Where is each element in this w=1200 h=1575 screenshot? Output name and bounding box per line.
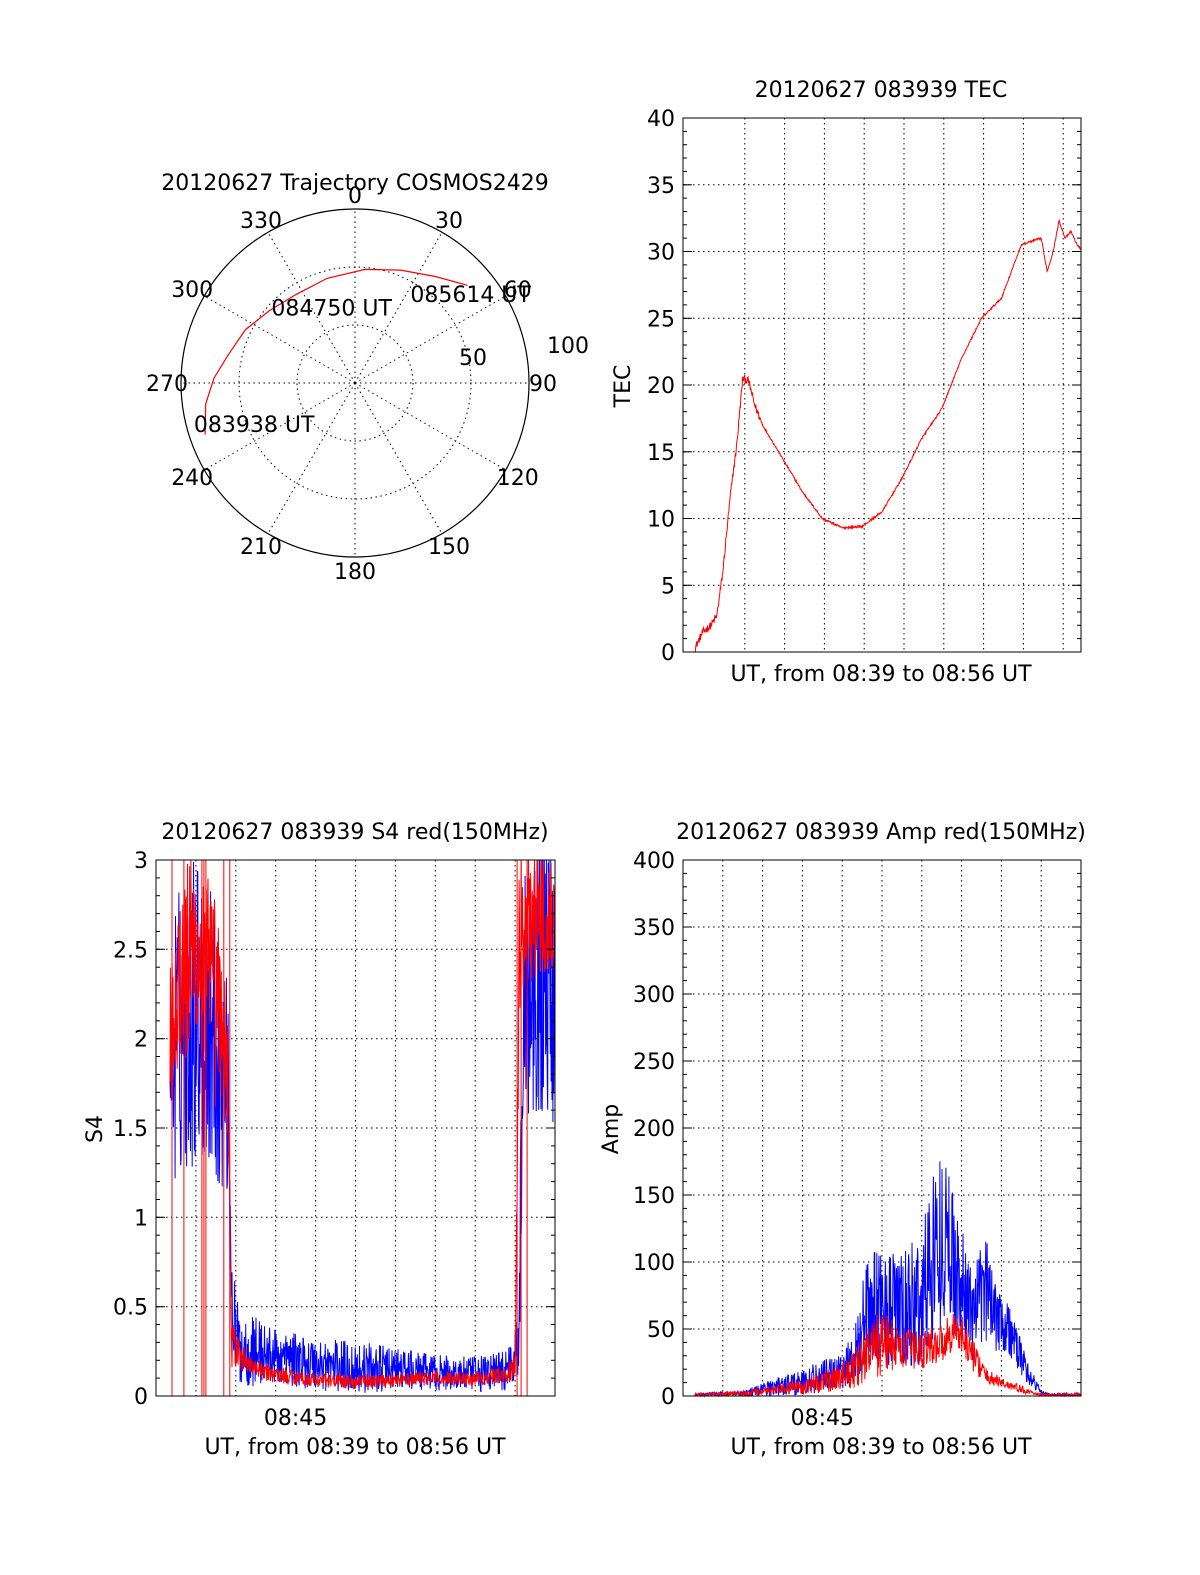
polar-spoke: [354, 232, 443, 384]
y-tick-label: 100: [633, 1251, 675, 1276]
tec-xlabel: UT, from 08:39 to 08:56 UT: [730, 662, 1032, 687]
y-tick-label: 250: [633, 1050, 675, 1075]
y-tick-label: 25: [647, 307, 675, 332]
series-line: [169, 859, 556, 1393]
amp-ylabel: Amp: [599, 1104, 624, 1154]
polar-angle-label: 210: [240, 535, 282, 560]
trajectory-time-label: 085614 UT: [410, 283, 531, 308]
series-line: [169, 859, 556, 1390]
trajectory-panel: 20120627 Trajectory COSMOS2429 0 30 60 90 12…: [146, 171, 589, 585]
y-tick-label: 10: [647, 508, 675, 533]
polar-angle-label: 300: [171, 278, 213, 303]
polar-ring: [296, 324, 414, 442]
amp-xlabel: UT, from 08:39 to 08:56 UT: [730, 1435, 1032, 1460]
amp-panel: 20120627 083939 Amp red(150MHz) Amp UT, …: [599, 820, 1086, 1460]
y-tick-label: 5: [661, 574, 675, 599]
y-tick-label: 350: [633, 916, 675, 941]
grid: [683, 860, 1081, 1396]
polar-angle-label: 180: [334, 560, 376, 585]
x-tick-label: 08:45: [791, 1406, 854, 1431]
polar-spoke: [267, 382, 356, 534]
trajectory-series: [204, 268, 468, 435]
series-line: [694, 218, 1082, 653]
y-tick-label: 35: [647, 174, 675, 199]
polar-angle-label: 150: [428, 535, 470, 560]
y-tick-label: 20: [647, 374, 675, 399]
y-tick-label: 3: [134, 849, 148, 874]
polar-spoke: [354, 295, 506, 384]
polar-angle-label: 330: [240, 209, 282, 234]
y-tick-label: 0.5: [113, 1296, 148, 1321]
y-tick-label: 1.5: [113, 1117, 148, 1142]
trajectory-time-label: 083938 UT: [194, 413, 315, 438]
polar-spoke: [204, 295, 356, 384]
trajectory-annotations: 085614 UT 084750 UT 083938 UT: [194, 283, 531, 438]
polar-angle-label: 60: [504, 278, 532, 303]
y-tick-label: 150: [633, 1184, 675, 1209]
polar-angle-label: 90: [529, 372, 557, 397]
trajectory-line: [204, 268, 468, 435]
s4-ylabel: S4: [83, 1115, 108, 1143]
s4-panel: 20120627 083939 S4 red(150MHz) S4 UT, fr…: [83, 820, 556, 1460]
polar-angle-label: 240: [171, 466, 213, 491]
y-tick-label: 30: [647, 241, 675, 266]
polar-spoke: [267, 232, 356, 384]
radial-label: 50: [459, 346, 487, 371]
tec-panel: 20120627 083939 TEC TEC UT, from 08:39 t…: [611, 78, 1082, 687]
y-tick-label: 0: [661, 641, 675, 666]
tec-ylabel: TEC: [611, 365, 636, 409]
polar-angle-label: 30: [435, 209, 463, 234]
x-tick-label: 08:45: [264, 1406, 327, 1431]
y-tick-label: 300: [633, 983, 675, 1008]
polar-angle-label: 270: [146, 372, 188, 397]
polar-angle-label: 120: [497, 466, 539, 491]
polar-grid: [181, 209, 529, 557]
polar-spoke: [354, 382, 506, 471]
polar-angle-labels: 0 30 60 90 120 150 180 210 240 270 300 330: [146, 184, 557, 585]
s4-xlabel: UT, from 08:39 to 08:56 UT: [204, 1435, 506, 1460]
grid: [683, 118, 1081, 652]
y-tick-label: 400: [633, 849, 675, 874]
polar-spoke: [354, 382, 443, 534]
y-tick-label: 200: [633, 1117, 675, 1142]
tec-title: 20120627 083939 TEC: [755, 78, 1008, 103]
polar-angle-label: 0: [348, 184, 362, 209]
y-tick-label: 15: [647, 441, 675, 466]
series-line: [694, 1313, 1082, 1398]
y-tick-label: 0: [134, 1385, 148, 1410]
plot-frame: [682, 117, 1082, 653]
polar-spoke: [204, 382, 356, 471]
trajectory-title: 20120627 Trajectory COSMOS2429: [161, 171, 548, 196]
y-tick-label: 0: [661, 1385, 675, 1410]
polar-outer-circle: [180, 208, 530, 558]
y-tick-label: 1: [134, 1206, 148, 1231]
amp-title: 20120627 083939 Amp red(150MHz): [676, 820, 1086, 845]
radial-label: 100: [547, 334, 589, 359]
y-tick-label: 50: [647, 1318, 675, 1343]
y-tick-label: 2: [134, 1028, 148, 1053]
y-tick-label: 40: [647, 107, 675, 132]
y-tick-label: 2.5: [113, 938, 148, 963]
trajectory-time-label: 084750 UT: [271, 296, 392, 321]
s4-title: 20120627 083939 S4 red(150MHz): [161, 820, 548, 845]
